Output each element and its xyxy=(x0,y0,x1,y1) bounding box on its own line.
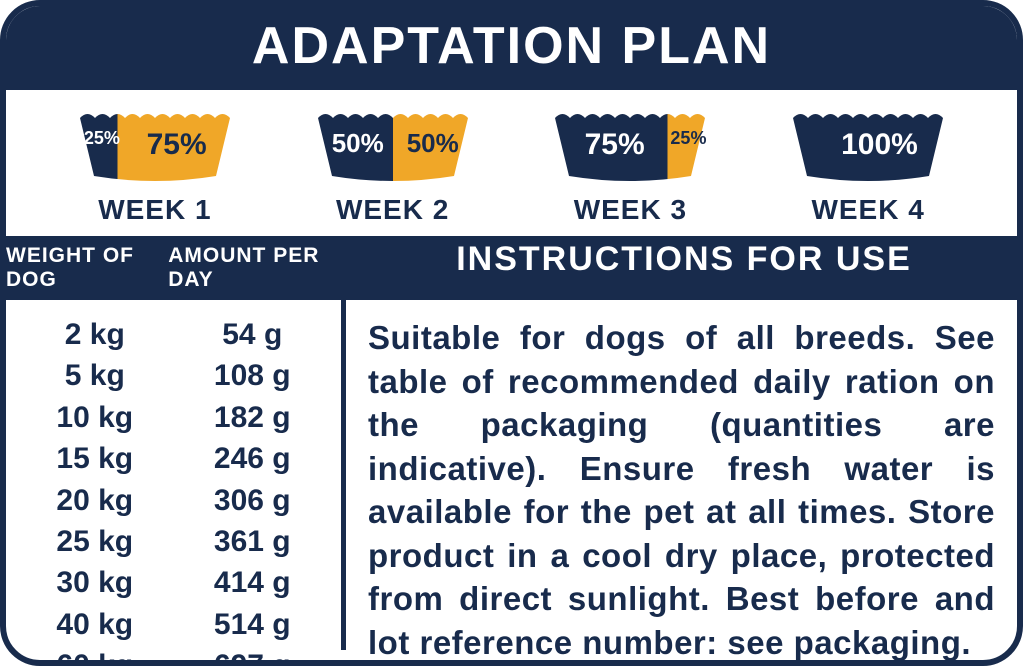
table-row: 25 kg 361 g xyxy=(16,521,331,562)
week-label: WEEK 4 xyxy=(811,194,924,226)
instructions-header: INSTRUCTIONS FOR USE xyxy=(351,236,1017,300)
weight-value: 10 kg xyxy=(35,397,155,438)
new-food-pct: 75% xyxy=(147,128,207,162)
new-food-pct: 50% xyxy=(407,128,459,159)
weight-value: 30 kg xyxy=(35,562,155,603)
table-row: 10 kg 182 g xyxy=(16,397,331,438)
old-food-pct: 75% xyxy=(585,128,645,162)
table-header: WEIGHT OF DOG AMOUNT PER DAY xyxy=(6,236,351,300)
weight-value: 25 kg xyxy=(35,521,155,562)
plan-item: 100% WEEK 4 xyxy=(793,108,943,226)
table-row: 60 kg 697 g xyxy=(16,645,331,666)
page-title: ADAPTATION PLAN xyxy=(6,6,1017,90)
table-row: 2 kg 54 g xyxy=(16,314,331,355)
section-headers: WEIGHT OF DOG AMOUNT PER DAY INSTRUCTION… xyxy=(6,236,1017,300)
weight-value: 2 kg xyxy=(35,314,155,355)
old-food-pct: 25% xyxy=(84,128,120,149)
amount-value: 108 g xyxy=(192,355,312,396)
amount-value: 54 g xyxy=(192,314,312,355)
table-row: 20 kg 306 g xyxy=(16,480,331,521)
old-food-pct: 100% xyxy=(841,128,918,162)
weight-value: 15 kg xyxy=(35,438,155,479)
week-label: WEEK 3 xyxy=(574,194,687,226)
amount-value: 306 g xyxy=(192,480,312,521)
table-row: 5 kg 108 g xyxy=(16,355,331,396)
adaptation-plan-row: 25% 75% WEEK 1 50% 50% WEEK 2 75% 25% WEEK 3 1… xyxy=(6,90,1017,236)
feeding-table: 2 kg54 g5 kg108 g10 kg182 g15 kg246 g20 … xyxy=(6,300,346,650)
amount-value: 361 g xyxy=(192,521,312,562)
old-food-pct: 50% xyxy=(332,128,384,159)
week-label: WEEK 1 xyxy=(98,194,211,226)
table-row: 30 kg 414 g xyxy=(16,562,331,603)
weight-value: 60 kg xyxy=(35,645,155,666)
amount-value: 697 g xyxy=(192,645,312,666)
table-row: 15 kg 246 g xyxy=(16,438,331,479)
amount-header: AMOUNT PER DAY xyxy=(168,244,346,292)
weight-value: 20 kg xyxy=(35,480,155,521)
instructions-text: Suitable for dogs of all breeds. See tab… xyxy=(346,300,1017,650)
food-bowl-icon: 100% xyxy=(793,108,943,186)
food-bowl-icon: 25% 75% xyxy=(80,108,230,186)
food-bowl-icon: 75% 25% xyxy=(555,108,705,186)
amount-value: 246 g xyxy=(192,438,312,479)
plan-item: 25% 75% WEEK 1 xyxy=(80,108,230,226)
adaptation-card: ADAPTATION PLAN 25% 75% WEEK 1 50% 50% WEEK … xyxy=(0,0,1023,666)
food-bowl-icon: 50% 50% xyxy=(318,108,468,186)
plan-item: 50% 50% WEEK 2 xyxy=(318,108,468,226)
amount-value: 414 g xyxy=(192,562,312,603)
weight-header: WEIGHT OF DOG xyxy=(6,244,168,292)
amount-value: 182 g xyxy=(192,397,312,438)
plan-item: 75% 25% WEEK 3 xyxy=(555,108,705,226)
weight-value: 5 kg xyxy=(35,355,155,396)
table-row: 40 kg 514 g xyxy=(16,604,331,645)
new-food-pct: 25% xyxy=(670,128,706,149)
amount-value: 514 g xyxy=(192,604,312,645)
week-label: WEEK 2 xyxy=(336,194,449,226)
weight-value: 40 kg xyxy=(35,604,155,645)
